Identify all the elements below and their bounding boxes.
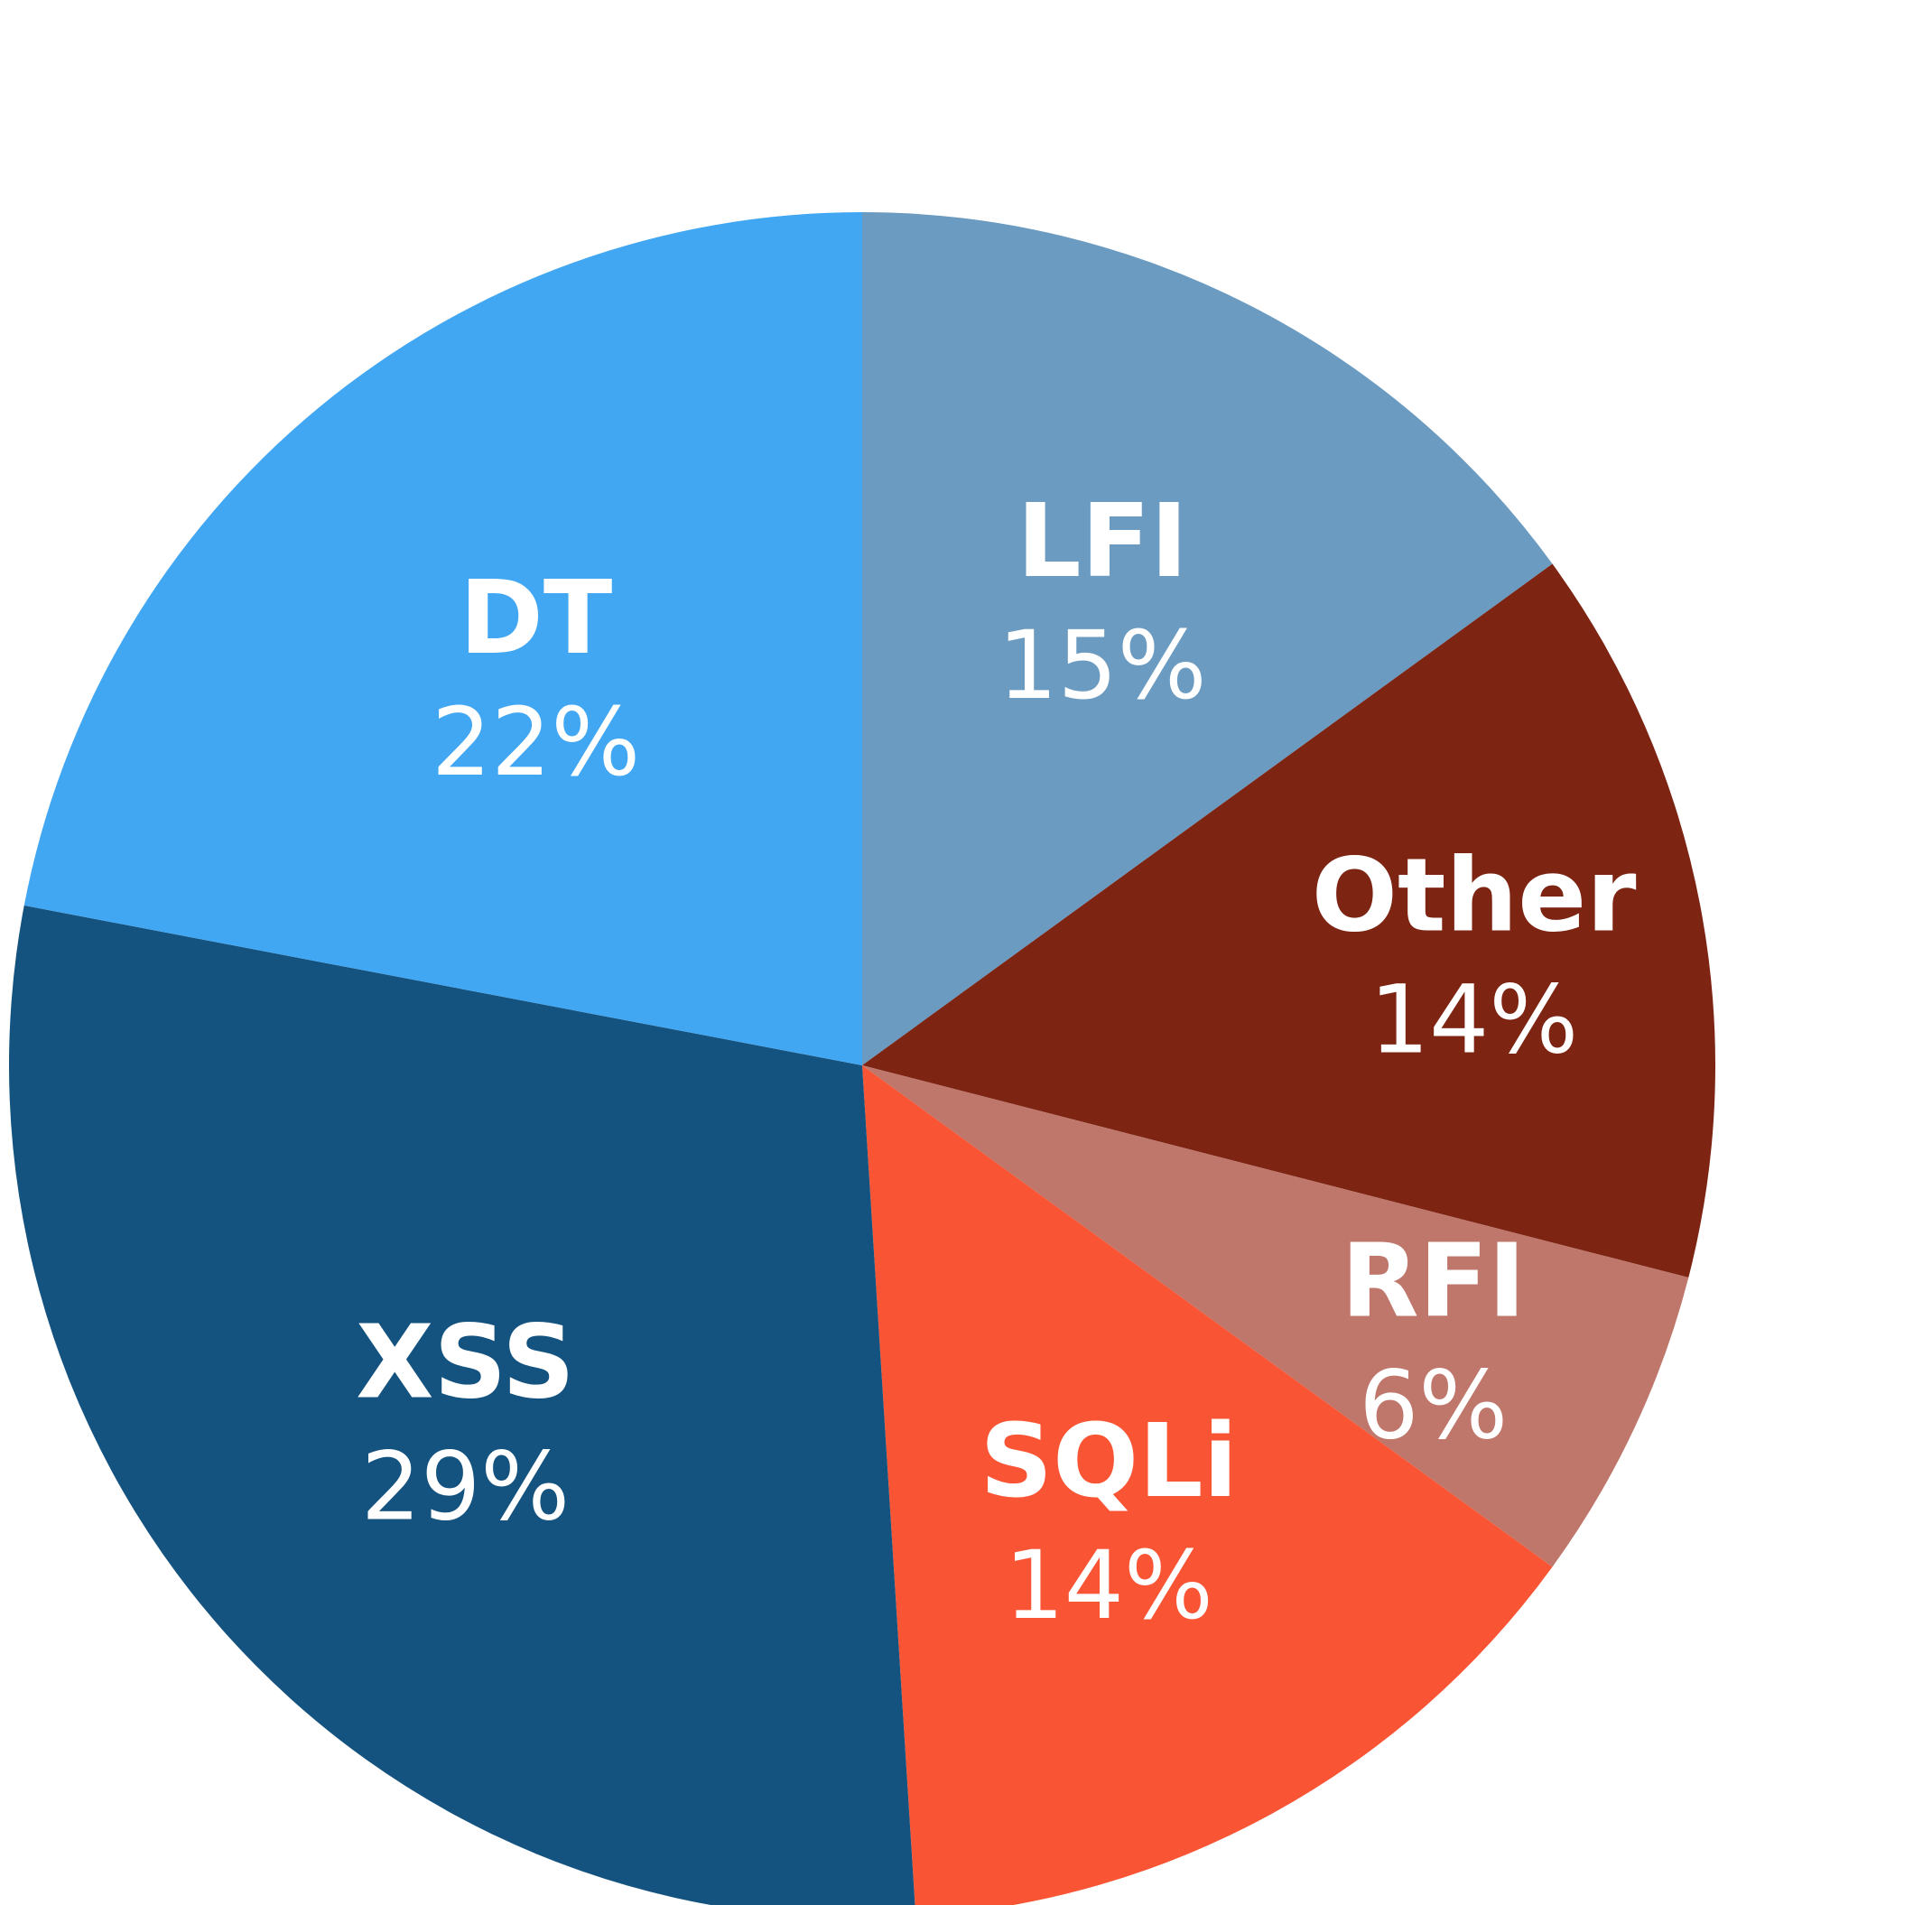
slice-label-sqli: SQLi [980, 1403, 1238, 1520]
slice-value-dt: 22% [432, 687, 640, 797]
slice-value-lfi: 15% [998, 610, 1206, 720]
slice-value-rfi: 6% [1359, 1351, 1508, 1461]
pie-slice-sqli [862, 1065, 1553, 1905]
slice-label-xss: XSS [356, 1305, 575, 1422]
slice-label-other: Other [1312, 838, 1637, 955]
slice-label-dt: DT [460, 560, 612, 677]
pie-slice-rfi [862, 1065, 1689, 1567]
pie-slice-xss [9, 905, 915, 1905]
pie-slices [9, 212, 1715, 1905]
slice-value-xss: 29% [361, 1432, 570, 1542]
slice-value-sqli: 14% [1005, 1530, 1213, 1640]
slice-label-rfi: RFI [1341, 1223, 1525, 1341]
pie-slice-dt [23, 212, 863, 1065]
slice-value-other: 14% [1370, 965, 1578, 1075]
pie-slice-lfi [862, 212, 1553, 1065]
pie-slice-other [862, 563, 1715, 1278]
slice-label-lfi: LFI [1017, 483, 1188, 600]
